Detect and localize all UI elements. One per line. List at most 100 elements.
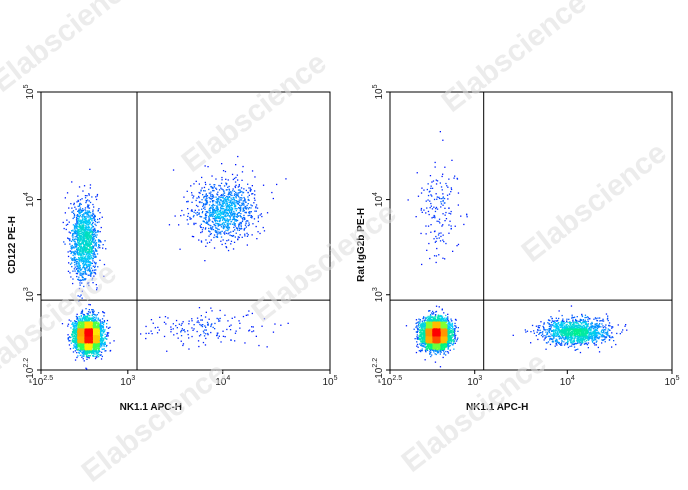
event-dot — [234, 181, 237, 183]
event-dot — [94, 233, 96, 235]
event-dot — [82, 345, 84, 347]
event-dot — [214, 230, 216, 232]
event-dot — [220, 223, 222, 226]
event-dot — [74, 238, 76, 240]
event-dot — [88, 239, 90, 241]
event-dot — [198, 183, 200, 185]
event-dot — [201, 187, 203, 189]
event-dot — [109, 326, 111, 328]
event-dot — [80, 209, 82, 211]
event-dot — [225, 246, 228, 249]
event-dot — [191, 209, 193, 211]
event-dot — [193, 183, 195, 185]
event-dot — [191, 194, 193, 196]
event-dot — [90, 242, 92, 245]
event-dot — [93, 320, 95, 322]
event-dot — [240, 204, 242, 207]
event-dot — [80, 222, 82, 225]
event-dot — [70, 327, 72, 329]
event-dot — [225, 226, 228, 229]
event-dot — [228, 185, 230, 188]
event-dot — [99, 339, 101, 341]
event-dot — [222, 189, 224, 191]
event-dot — [218, 189, 221, 191]
event-dot — [88, 235, 90, 238]
event-dot — [213, 186, 215, 188]
event-dot — [219, 196, 221, 199]
event-dot — [79, 319, 81, 321]
event-dot — [74, 350, 76, 352]
event-dot — [80, 258, 82, 260]
event-dot — [95, 262, 97, 264]
event-dot — [91, 248, 93, 251]
event-dot — [252, 193, 254, 195]
event-dot — [236, 208, 238, 210]
event-dot — [101, 322, 104, 324]
event-dot — [258, 344, 260, 347]
event-dot — [208, 230, 210, 232]
event-dot — [102, 348, 104, 350]
event-dot — [216, 208, 218, 210]
event-dot — [87, 212, 89, 214]
event-dot — [83, 260, 85, 262]
event-dot — [79, 269, 82, 271]
event-dot — [241, 217, 243, 219]
event-dot — [236, 229, 239, 231]
event-dot — [77, 349, 79, 351]
event-dot — [189, 216, 191, 219]
event-dot — [77, 249, 80, 251]
event-dot — [86, 258, 88, 260]
event-dot — [90, 237, 93, 239]
event-dot — [99, 338, 102, 340]
event-dot — [95, 332, 97, 334]
event-dot — [201, 231, 203, 233]
event-dot — [81, 257, 84, 259]
event-dot — [74, 259, 77, 261]
event-dot — [210, 239, 212, 241]
event-dot — [81, 349, 83, 351]
event-dot — [83, 231, 85, 233]
event-dot — [82, 253, 85, 256]
event-dot — [224, 208, 227, 210]
event-dot — [93, 348, 95, 350]
event-dot — [87, 314, 89, 317]
event-dot — [79, 219, 81, 221]
event-dot — [100, 332, 102, 334]
event-dot — [84, 212, 86, 214]
event-dot — [86, 231, 88, 233]
event-dot — [102, 329, 105, 331]
event-dot — [76, 252, 78, 254]
event-dot — [73, 202, 75, 204]
event-dot — [210, 213, 212, 216]
event-dot — [220, 236, 223, 238]
event-dot — [90, 247, 92, 249]
event-dot — [87, 207, 89, 209]
event-dot — [67, 338, 69, 340]
event-dot — [67, 325, 69, 327]
event-dot — [233, 201, 235, 203]
event-dot — [232, 230, 234, 232]
event-dot — [90, 267, 93, 269]
event-dot — [209, 213, 211, 215]
event-dot — [75, 225, 77, 227]
event-dot — [82, 228, 84, 230]
event-dot — [212, 205, 214, 207]
event-dot — [231, 203, 233, 206]
event-dot — [170, 328, 172, 331]
event-dot — [101, 345, 103, 347]
event-dot — [203, 217, 205, 219]
event-dot — [216, 205, 218, 207]
event-dot — [74, 359, 77, 361]
event-dot — [214, 225, 217, 227]
event-dot — [225, 182, 227, 184]
event-dot — [72, 340, 74, 343]
event-dot — [234, 236, 236, 238]
event-dot — [92, 325, 94, 327]
event-dot — [95, 255, 97, 258]
event-dot — [209, 224, 211, 227]
event-dot — [77, 195, 79, 197]
event-dot — [76, 234, 78, 237]
event-dot — [92, 324, 94, 327]
event-dot — [234, 213, 236, 215]
